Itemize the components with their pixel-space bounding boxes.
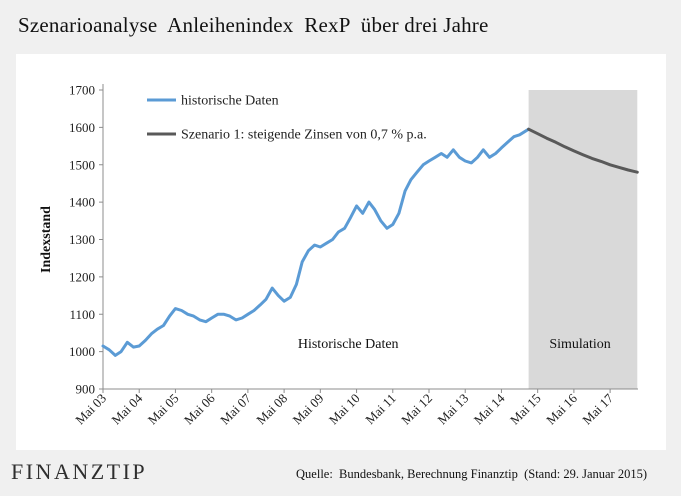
y-tick-label: 1100 <box>69 307 95 322</box>
y-tick-label: 1300 <box>69 232 95 247</box>
x-tick-label: Mai 11 <box>362 391 399 428</box>
y-tick-label: 1600 <box>69 120 95 135</box>
chart-panel: 900 1000 1100 1200 1300 1400 1500 1600 1700 Mai 0… <box>16 54 666 450</box>
annotation-simulation: Simulation <box>549 337 610 352</box>
x-tick-label: Mai 14 <box>471 390 508 427</box>
y-axis-label: Indexstand <box>39 206 54 273</box>
finanztip-logo: FINANZTIP <box>11 459 148 484</box>
y-tick-label: 900 <box>76 382 96 397</box>
legend-historical-label: historische Daten <box>181 94 279 109</box>
historical-series-line <box>101 127 531 357</box>
x-tick-label: Mai 10 <box>326 391 363 428</box>
y-tick-label: 1200 <box>69 269 95 284</box>
x-tick-label: Mai 13 <box>434 391 471 428</box>
scenario-series-line <box>527 127 639 174</box>
x-tick-label: Mai 12 <box>398 391 435 428</box>
x-tick-label: Mai 07 <box>217 390 254 427</box>
annotation-historische-daten: Historische Daten <box>298 337 399 352</box>
y-tick-label: 1500 <box>69 157 95 172</box>
x-tick-label: Mai 09 <box>290 391 327 428</box>
y-tick-label: 1400 <box>69 195 95 210</box>
x-tick-label: Mai 05 <box>145 391 182 428</box>
line-chart: 900 1000 1100 1200 1300 1400 1500 1600 1700 Mai 0… <box>39 83 639 428</box>
source-note: Quelle: Bundesbank, Berechnung Finanztip… <box>296 467 647 481</box>
x-tick-label: Mai 15 <box>507 391 544 428</box>
y-tick-label: 1700 <box>69 83 95 98</box>
legend-scenario-label: Szenario 1: steigende Zinsen von 0,7 % p… <box>181 128 427 143</box>
x-tick-label: Mai 06 <box>181 390 218 427</box>
x-tick-label: Mai 04 <box>108 390 145 427</box>
chart-title: Szenarioanalyse Anleihenindex RexP über … <box>18 13 489 37</box>
y-tick-label: 1000 <box>69 344 95 359</box>
x-tick-label: Mai 16 <box>543 390 580 427</box>
x-tick-label: Mai 08 <box>253 391 290 428</box>
x-tick-label: Mai 17 <box>579 390 616 427</box>
